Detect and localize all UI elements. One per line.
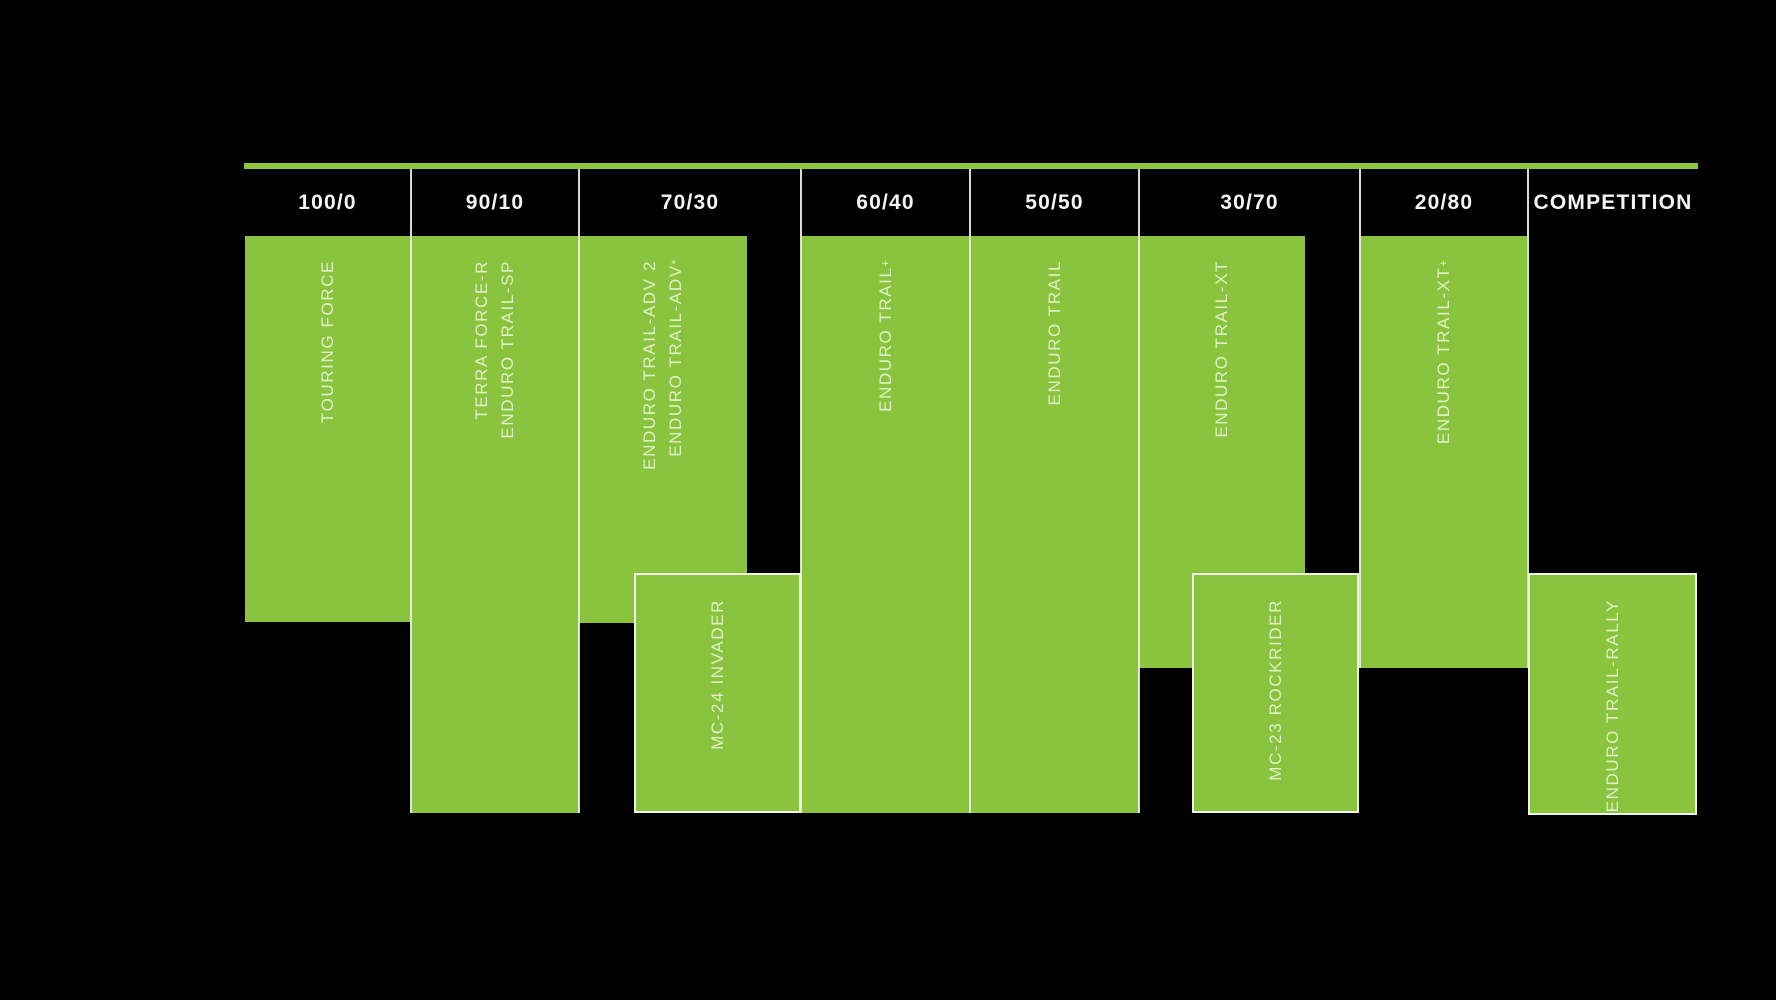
column-separator (800, 169, 802, 813)
bar-label-line: ENDURO TRAIL-XT+ (1433, 260, 1453, 445)
bar-label-line: MC-23 ROCKRIDER (1265, 599, 1285, 781)
column-separator (410, 169, 412, 813)
bar-label-terra-force-r: TERRA FORCE-R ENDURO TRAIL-SP (411, 260, 579, 439)
column-header-60-40: 60/40 (856, 190, 915, 214)
bar-label-enduro-trail-plus: ENDURO TRAIL+ (801, 260, 970, 412)
bar-label-touring-force: TOURING FORCE (245, 260, 411, 423)
column-header-70-30: 70/30 (660, 190, 720, 214)
bar-mc-23-rockrider: MC-23 ROCKRIDER (1192, 573, 1359, 813)
top-rule (244, 163, 1698, 169)
column-header-competition: COMPETITION (1533, 190, 1693, 214)
footnote-mark: * (670, 260, 682, 265)
bar-label-line: ENDURO TRAIL-ADV* (666, 260, 685, 457)
column-header-90-10: 90/10 (465, 190, 525, 214)
bar-label-enduro-trail-xt-plus: ENDURO TRAIL-XT+ (1360, 260, 1527, 444)
bar-label-mc-24-invader: MC-24 INVADER (636, 599, 799, 750)
bar-label-line: TOURING FORCE (318, 260, 337, 424)
column-separator (969, 169, 971, 813)
bar-label-line: ENDURO TRAIL-XT (1212, 260, 1231, 438)
column-header-20-80: 20/80 (1414, 190, 1474, 214)
bar-label-enduro-trail: ENDURO TRAIL (970, 260, 1139, 405)
bar-label-line: ENDURO TRAIL (1044, 260, 1064, 406)
column-separator (1359, 169, 1361, 668)
bar-label-line: ENDURO TRAIL-RALLY (1602, 599, 1622, 813)
footnote-mark: + (1437, 260, 1450, 267)
bar-label-line: ENDURO TRAIL+ (875, 260, 895, 412)
column-separator (1138, 169, 1140, 813)
column-separator (578, 169, 580, 813)
column-header-100-0: 100/0 (298, 190, 357, 214)
bar-enduro-trail: ENDURO TRAIL (970, 236, 1139, 813)
bar-label-enduro-trail-adv: ENDURO TRAIL-ADV 2 ENDURO TRAIL-ADV* (579, 260, 747, 470)
bar-terra-force-r: TERRA FORCE-R ENDURO TRAIL-SP (411, 236, 579, 813)
column-header-50-50: 50/50 (1025, 190, 1084, 214)
bar-label-mc-23-rockrider: MC-23 ROCKRIDER (1194, 599, 1357, 781)
bar-mc-24-invader: MC-24 INVADER (634, 573, 801, 813)
bar-label-line: ENDURO TRAIL-SP (498, 260, 517, 439)
bar-label-line: MC-24 INVADER (707, 599, 727, 750)
bar-enduro-trail-rally: ENDURO TRAIL-RALLY (1528, 573, 1697, 815)
bar-label-enduro-trail-rally: ENDURO TRAIL-RALLY (1530, 599, 1695, 812)
bar-label-line: TERRA FORCE-R (472, 260, 491, 420)
bar-enduro-trail-adv: ENDURO TRAIL-ADV 2 ENDURO TRAIL-ADV* (579, 236, 747, 623)
bar-touring-force: TOURING FORCE (245, 236, 411, 622)
bar-enduro-trail-plus: ENDURO TRAIL+ (801, 236, 970, 813)
bar-label-enduro-trail-xt: ENDURO TRAIL-XT (1139, 260, 1305, 438)
footnote-mark: + (879, 260, 892, 267)
column-separator (1527, 169, 1529, 668)
bar-enduro-trail-xt-plus: ENDURO TRAIL-XT+ (1360, 236, 1527, 668)
column-header-30-70: 30/70 (1220, 190, 1279, 214)
bar-label-line: ENDURO TRAIL-ADV 2 (640, 260, 659, 470)
